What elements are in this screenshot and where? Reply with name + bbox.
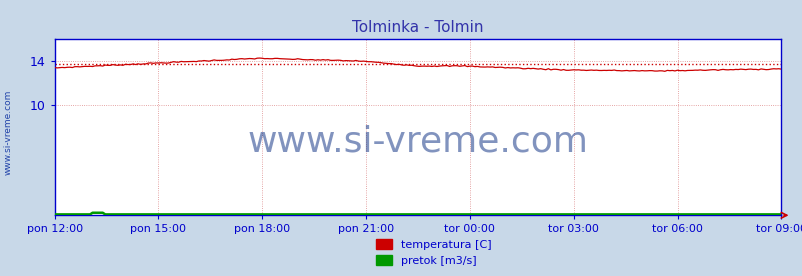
Title: Tolminka - Tolmin: Tolminka - Tolmin [352,20,483,35]
Text: www.si-vreme.com: www.si-vreme.com [247,124,588,158]
Text: www.si-vreme.com: www.si-vreme.com [3,90,13,175]
Legend: temperatura [C], pretok [m3/s]: temperatura [C], pretok [m3/s] [371,234,496,270]
